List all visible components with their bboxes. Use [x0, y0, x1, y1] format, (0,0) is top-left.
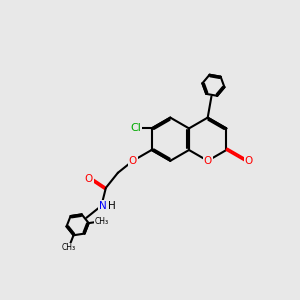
Text: O: O — [129, 156, 137, 166]
Text: O: O — [244, 156, 253, 166]
Text: H: H — [108, 201, 116, 212]
Text: Cl: Cl — [130, 123, 141, 134]
Text: O: O — [85, 174, 93, 184]
Text: O: O — [204, 156, 212, 166]
Text: CH₃: CH₃ — [95, 217, 109, 226]
Text: CH₃: CH₃ — [61, 243, 76, 252]
Text: N: N — [99, 201, 107, 212]
